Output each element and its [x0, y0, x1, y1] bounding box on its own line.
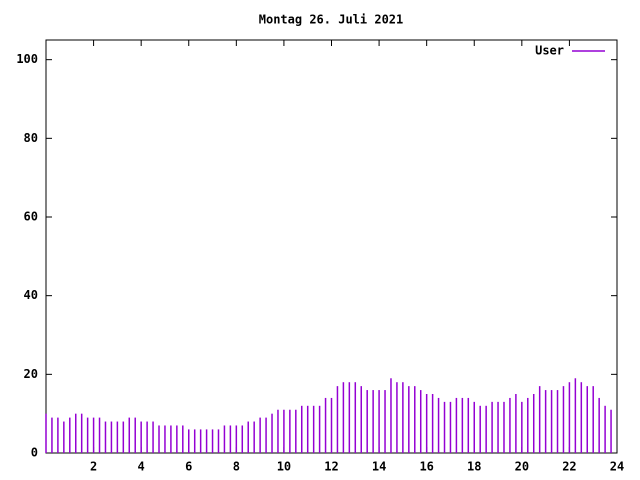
x-tick-label: 22: [562, 460, 576, 474]
plot-frame: [45, 39, 618, 454]
x-tick-label: 6: [185, 460, 192, 474]
y-tick-label: 40: [24, 288, 38, 302]
x-tick-label: 8: [233, 460, 240, 474]
y-tick-label: 100: [16, 52, 38, 66]
x-tick-label: 16: [419, 460, 433, 474]
x-tick-label: 18: [467, 460, 481, 474]
y-tick-label: 80: [24, 131, 38, 145]
x-tick-label: 20: [515, 460, 529, 474]
y-tick-label: 20: [24, 367, 38, 381]
x-tick-label: 14: [372, 460, 386, 474]
x-tick-label: 10: [277, 460, 291, 474]
x-tick-label: 24: [610, 460, 624, 474]
chart-title: Montag 26. Juli 2021: [259, 13, 404, 27]
x-tick-label: 4: [138, 460, 145, 474]
x-tick-label: 12: [324, 460, 338, 474]
legend-label: User: [535, 44, 564, 58]
y-tick-label: 60: [24, 210, 38, 224]
y-tick-label: 0: [31, 446, 38, 460]
x-tick-label: 2: [90, 460, 97, 474]
